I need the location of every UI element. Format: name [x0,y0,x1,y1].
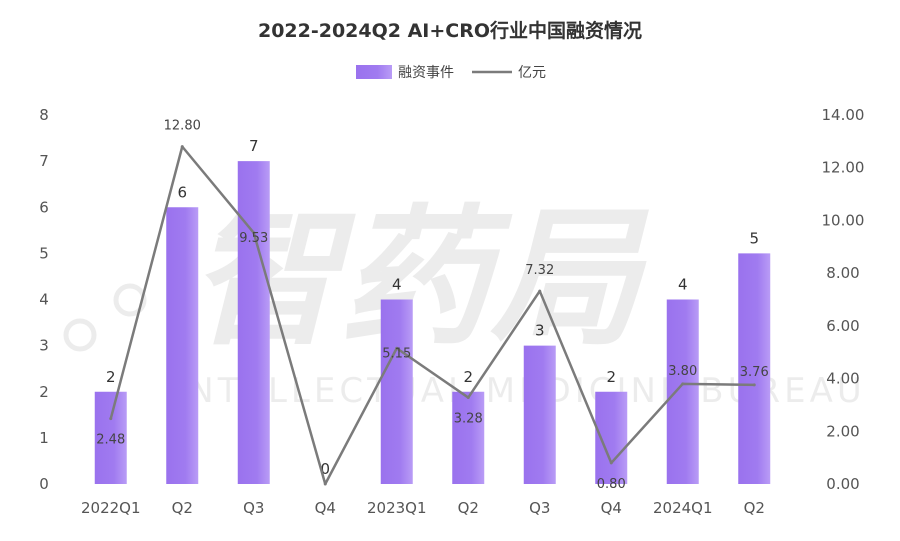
bar-value-label: 2 [606,368,616,386]
y-right-tick-label: 14.00 [822,106,865,124]
line-path [109,145,755,486]
x-tick-label: Q3 [243,499,264,517]
x-tick-label: Q4 [601,499,622,517]
y-left-tick-label: 0 [39,475,49,493]
x-tick-label: Q2 [172,499,193,517]
line-value-label: 2.48 [96,433,125,448]
y-right-tick-label: 2.00 [826,422,859,440]
bar [237,161,270,484]
y-left-tick-label: 3 [39,337,49,355]
y-left-tick-label: 6 [39,198,49,216]
bar-value-label: 4 [392,276,402,294]
bar-value-label: 2 [106,368,116,386]
bar [738,253,771,484]
legend-bar-swatch [356,65,392,79]
line-series: 2.48 12.80 9.53 5.15 3.28 7.32 0.80 3.80 3.76 [96,119,768,492]
y-left-tick-label: 2 [39,383,49,401]
x-tick-label: Q4 [315,499,336,517]
y-left-tick-label: 7 [39,152,49,170]
y-left-tick-label: 4 [39,291,49,309]
line-point [252,231,256,235]
y-axis-right: 0.00 2.00 4.00 6.00 8.00 10.00 12.00 14.00 [822,106,865,493]
bar-value-label: 2 [463,368,473,386]
bar [380,299,413,484]
y-right-tick-label: 0.00 [826,475,859,493]
bar [523,345,556,484]
x-tick-label: 2024Q1 [653,499,713,517]
line-value-label: 0.80 [597,477,626,492]
line-point [323,482,327,486]
line-value-label: 5.15 [382,346,411,361]
y-right-tick-label: 10.00 [822,211,865,229]
line-point [609,461,613,465]
line-value-label: 3.28 [454,412,483,427]
line-point [681,382,685,386]
bar [452,391,485,484]
bar-value-label: 6 [177,183,187,201]
bar [666,299,699,484]
x-tick-label: Q3 [529,499,550,517]
x-tick-label: 2023Q1 [367,499,427,517]
line-value-label: 12.80 [164,119,201,134]
y-left-tick-label: 5 [39,244,49,262]
x-tick-label: Q2 [744,499,765,517]
line-value-label: 9.53 [239,231,268,246]
y-axis-left: 0 1 2 3 4 5 6 7 8 [39,106,49,493]
bar-value-label: 7 [249,137,259,155]
chart-title: 2022-2024Q2 AI+CRO行业中国融资情况 [258,19,642,42]
bar-series: 2 6 7 0 4 2 3 2 4 5 [94,137,771,484]
line-point [109,417,113,421]
line-value-label: 3.80 [668,364,697,379]
y-right-tick-label: 8.00 [826,264,859,282]
bar-value-label: 4 [678,276,688,294]
bar-value-label: 0 [320,460,330,478]
line-point [752,383,756,387]
line-point [538,289,542,293]
x-axis: 2022Q1 Q2 Q3 Q4 2023Q1 Q2 Q3 Q4 2024Q1 Q2 [81,499,765,517]
line-value-label: 7.32 [525,263,554,278]
bar [94,391,127,484]
legend-line-label: 亿元 [518,65,546,81]
bar-value-label: 3 [535,322,545,340]
x-tick-label: Q2 [458,499,479,517]
line-point [395,346,399,350]
legend: 融资事件 亿元 [356,65,546,81]
bar [166,207,199,484]
y-right-tick-label: 6.00 [826,317,859,335]
line-point [180,145,184,149]
line-value-label: 3.76 [740,365,769,380]
bar-value-label: 5 [749,229,759,247]
y-right-tick-label: 12.00 [822,159,865,177]
x-tick-label: 2022Q1 [81,499,141,517]
y-left-tick-label: 8 [39,106,49,124]
y-left-tick-label: 1 [39,429,49,447]
legend-bar-label: 融资事件 [398,65,454,81]
line-point [466,396,470,400]
y-right-tick-label: 4.00 [826,370,859,388]
